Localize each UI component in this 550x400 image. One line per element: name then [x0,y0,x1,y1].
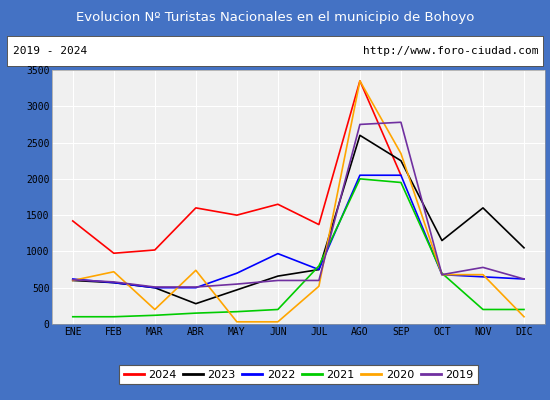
Text: Evolucion Nº Turistas Nacionales en el municipio de Bohoyo: Evolucion Nº Turistas Nacionales en el m… [76,12,474,24]
Legend: 2024, 2023, 2022, 2021, 2020, 2019: 2024, 2023, 2022, 2021, 2020, 2019 [119,365,478,384]
Text: http://www.foro-ciudad.com: http://www.foro-ciudad.com [362,46,538,56]
Text: 2019 - 2024: 2019 - 2024 [13,46,87,56]
